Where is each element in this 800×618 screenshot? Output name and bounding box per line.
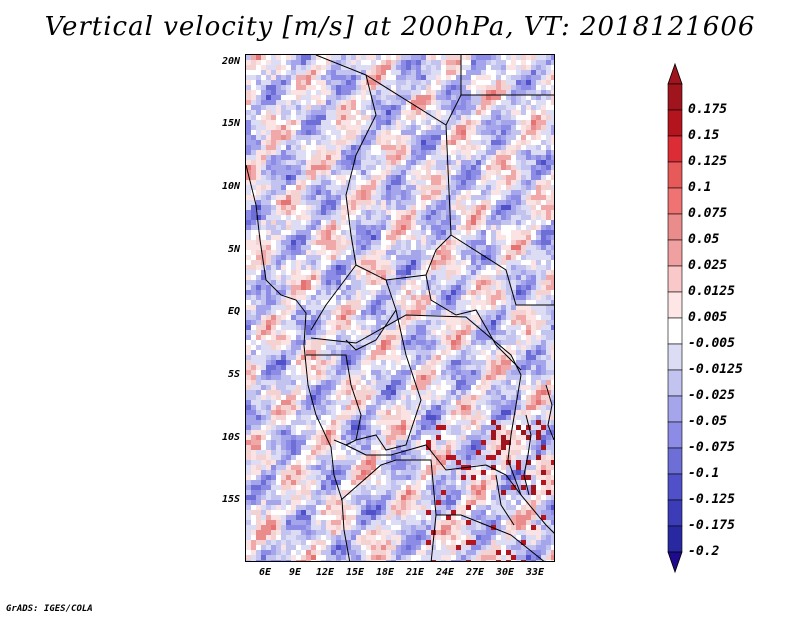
- lon-tick-24e: 24E: [435, 567, 455, 578]
- colorbar-label: -0.1: [688, 466, 720, 481]
- lon-tick-6e: 6E: [258, 567, 272, 578]
- borders-layer: [246, 55, 554, 561]
- colorbar-label: -0.125: [688, 492, 735, 507]
- colorbar-swatch: [667, 161, 683, 189]
- country-border: [460, 55, 554, 96]
- country-border: [310, 314, 522, 376]
- colorbar-label: 0.175: [688, 102, 728, 117]
- country-border: [425, 274, 522, 371]
- colorbar-swatch: [667, 135, 683, 163]
- colorbar-swatch: [667, 395, 683, 423]
- country-border: [495, 474, 515, 526]
- lon-tick-12e: 12E: [315, 567, 335, 578]
- colorbar: [667, 62, 683, 574]
- lat-tick-10s: 10S: [221, 432, 240, 443]
- colorbar-swatch: [667, 473, 683, 501]
- velocity-field: [246, 55, 554, 561]
- country-border: [345, 279, 397, 351]
- colorbar-min-arrow: [667, 551, 683, 574]
- colorbar-swatch: [667, 265, 683, 293]
- colorbar-label: -0.0125: [688, 362, 743, 377]
- colorbar-swatch: [667, 83, 683, 111]
- country-border: [306, 354, 362, 446]
- colorbar-label: -0.025: [688, 388, 735, 403]
- colorbar-swatch: [667, 109, 683, 137]
- lat-tick-15n: 15N: [221, 118, 240, 129]
- velocity-map: [245, 54, 555, 562]
- colorbar-label: 0.005: [688, 310, 728, 325]
- colorbar-swatch: [667, 239, 683, 267]
- lat-tick-5s: 5S: [227, 369, 240, 380]
- colorbar-swatch: [667, 369, 683, 397]
- lon-tick-33e: 33E: [525, 567, 545, 578]
- colorbar-label: 0.125: [688, 154, 728, 169]
- coastline: [246, 164, 351, 561]
- colorbar-swatch: [667, 291, 683, 319]
- lat-tick-20n: 20N: [221, 56, 240, 67]
- colorbar-swatch: [667, 421, 683, 449]
- credit-text: GrADS: IGES/COLA: [6, 604, 93, 614]
- country-border: [340, 459, 437, 561]
- country-border: [507, 374, 554, 534]
- colorbar-label: -0.075: [688, 440, 735, 455]
- country-border: [445, 94, 462, 126]
- colorbar-swatch: [667, 187, 683, 215]
- country-border: [450, 234, 554, 306]
- colorbar-label: -0.05: [688, 414, 728, 429]
- country-border: [355, 74, 452, 281]
- colorbar-swatch: [667, 317, 683, 345]
- country-border: [485, 464, 522, 496]
- colorbar-swatch: [667, 213, 683, 241]
- country-border: [315, 55, 377, 266]
- colorbar-label: 0.1: [688, 180, 712, 195]
- lon-tick-9e: 9E: [288, 567, 302, 578]
- colorbar-label: 0.0125: [688, 284, 735, 299]
- colorbar-label: -0.175: [688, 518, 735, 533]
- lon-tick-21e: 21E: [405, 567, 425, 578]
- lon-tick-27e: 27E: [465, 567, 485, 578]
- colorbar-swatch: [667, 447, 683, 475]
- colorbar-label: 0.025: [688, 258, 728, 273]
- map-title: Vertical velocity [m/s] at 200hPa, VT: 2…: [44, 12, 756, 42]
- colorbar-label: 0.15: [688, 128, 720, 143]
- colorbar-swatch: [667, 525, 683, 553]
- colorbar-label: -0.2: [688, 544, 720, 559]
- country-border: [436, 514, 545, 561]
- colorbar-max-arrow: [667, 62, 683, 85]
- colorbar-swatch: [667, 343, 683, 371]
- colorbar-label: 0.05: [688, 232, 720, 247]
- country-border: [333, 439, 487, 471]
- lat-tick-15s: 15S: [221, 494, 240, 505]
- lat-tick-10n: 10N: [221, 181, 240, 192]
- lon-tick-30e: 30E: [495, 567, 515, 578]
- lon-tick-15e: 15E: [345, 567, 365, 578]
- lat-tick-eq: EQ: [227, 306, 240, 317]
- colorbar-label: 0.075: [688, 206, 728, 221]
- country-border: [310, 264, 357, 331]
- colorbar-label: -0.005: [688, 336, 735, 351]
- lake: [545, 384, 554, 441]
- lake: [523, 414, 532, 496]
- country-border: [355, 309, 422, 451]
- lat-tick-5n: 5N: [227, 244, 240, 255]
- colorbar-swatch: [667, 499, 683, 527]
- lon-tick-18e: 18E: [375, 567, 395, 578]
